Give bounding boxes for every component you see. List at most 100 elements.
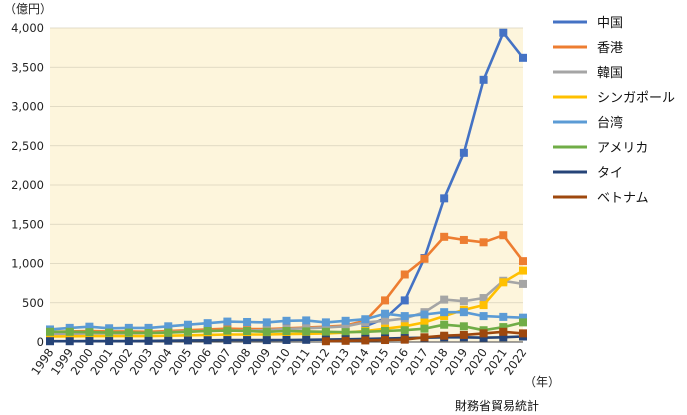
data-point <box>183 327 192 336</box>
series-4 <box>46 308 527 334</box>
data-point <box>282 335 291 344</box>
data-point <box>479 238 488 247</box>
data-point <box>420 333 429 342</box>
data-point <box>124 328 133 337</box>
data-point <box>479 301 488 310</box>
data-point <box>144 328 153 337</box>
data-point <box>105 328 114 337</box>
data-point <box>361 336 370 345</box>
data-point <box>440 232 449 241</box>
data-point <box>302 327 311 336</box>
legend-label: 韓国 <box>597 66 623 81</box>
data-point <box>321 327 330 336</box>
data-point <box>381 316 390 325</box>
data-point <box>341 336 350 345</box>
data-point <box>420 324 429 333</box>
data-point <box>479 329 488 338</box>
data-point <box>519 53 527 62</box>
x-tick-label: 2022 <box>501 346 529 378</box>
data-point <box>341 322 350 331</box>
y-axis-unit-label: （億円） <box>4 2 52 16</box>
legend-item: アメリカ <box>553 141 648 156</box>
x-axis-ticks: 1998199920002001200220032004200520062007… <box>28 346 529 378</box>
data-point <box>85 337 94 346</box>
data-point <box>499 231 508 240</box>
data-point <box>479 333 488 342</box>
data-point <box>85 322 94 331</box>
data-point <box>381 296 390 305</box>
data-point <box>321 323 330 332</box>
data-point <box>361 327 370 336</box>
data-point <box>164 322 173 331</box>
data-point <box>440 308 449 317</box>
y-tick-label: 1,000 <box>11 257 44 271</box>
data-point <box>282 327 291 336</box>
data-point <box>420 254 429 263</box>
data-point <box>499 278 508 287</box>
data-point <box>459 308 468 317</box>
legend-label: 台湾 <box>597 115 623 131</box>
data-point <box>183 320 192 329</box>
legend-label: タイ <box>597 166 623 181</box>
data-point <box>223 336 232 345</box>
data-point <box>440 295 449 304</box>
legend-label: 香港 <box>597 41 623 56</box>
data-point <box>164 336 173 345</box>
data-point <box>381 336 390 345</box>
data-point <box>499 312 508 321</box>
y-tick-label: 500 <box>22 296 44 310</box>
legend-item: 香港 <box>553 41 623 56</box>
data-point <box>203 327 212 336</box>
data-point <box>361 315 370 324</box>
data-point <box>243 336 252 345</box>
data-point <box>105 337 114 346</box>
y-tick-label: 1,500 <box>11 217 44 231</box>
data-point <box>124 337 133 346</box>
data-point <box>203 336 212 345</box>
data-point <box>262 336 271 345</box>
legend-label: ベトナム <box>597 191 649 206</box>
data-point <box>519 257 527 266</box>
data-point <box>440 320 449 329</box>
data-point <box>440 331 449 340</box>
data-point <box>420 318 429 327</box>
data-point <box>400 296 409 305</box>
data-point <box>459 297 468 306</box>
data-point <box>85 328 94 337</box>
data-point <box>400 270 409 279</box>
data-point <box>46 337 54 346</box>
data-point <box>243 327 252 336</box>
data-point <box>479 75 488 84</box>
data-point <box>440 194 449 203</box>
data-point <box>519 329 527 338</box>
data-point <box>459 235 468 244</box>
data-point <box>341 316 350 325</box>
data-point <box>459 322 468 331</box>
data-point <box>282 316 291 325</box>
data-point <box>341 328 350 337</box>
legend-item: タイ <box>553 166 623 181</box>
data-point <box>144 323 153 332</box>
data-point <box>223 317 232 326</box>
y-tick-label: 0 <box>37 335 44 349</box>
data-point <box>223 326 232 335</box>
data-point <box>46 327 54 336</box>
data-point <box>144 336 153 345</box>
data-point <box>459 330 468 339</box>
data-point <box>302 316 311 325</box>
data-point <box>243 317 252 326</box>
legend-item: ベトナム <box>553 191 649 206</box>
data-point <box>302 335 311 344</box>
data-point <box>499 323 508 332</box>
y-axis-ticks: 0 500 1,000 1,500 2,000 2,500 3,000 3,500 4,000 <box>11 21 44 349</box>
data-point <box>400 312 409 321</box>
legend-label: 中国 <box>597 16 623 31</box>
y-tick-label: 2,500 <box>11 139 44 153</box>
legend-item: シンガポール <box>553 91 675 106</box>
data-point <box>65 327 74 336</box>
data-point <box>400 326 409 335</box>
data-point <box>420 310 429 319</box>
data-point <box>479 312 488 321</box>
data-point <box>519 279 527 288</box>
data-point <box>321 337 330 346</box>
